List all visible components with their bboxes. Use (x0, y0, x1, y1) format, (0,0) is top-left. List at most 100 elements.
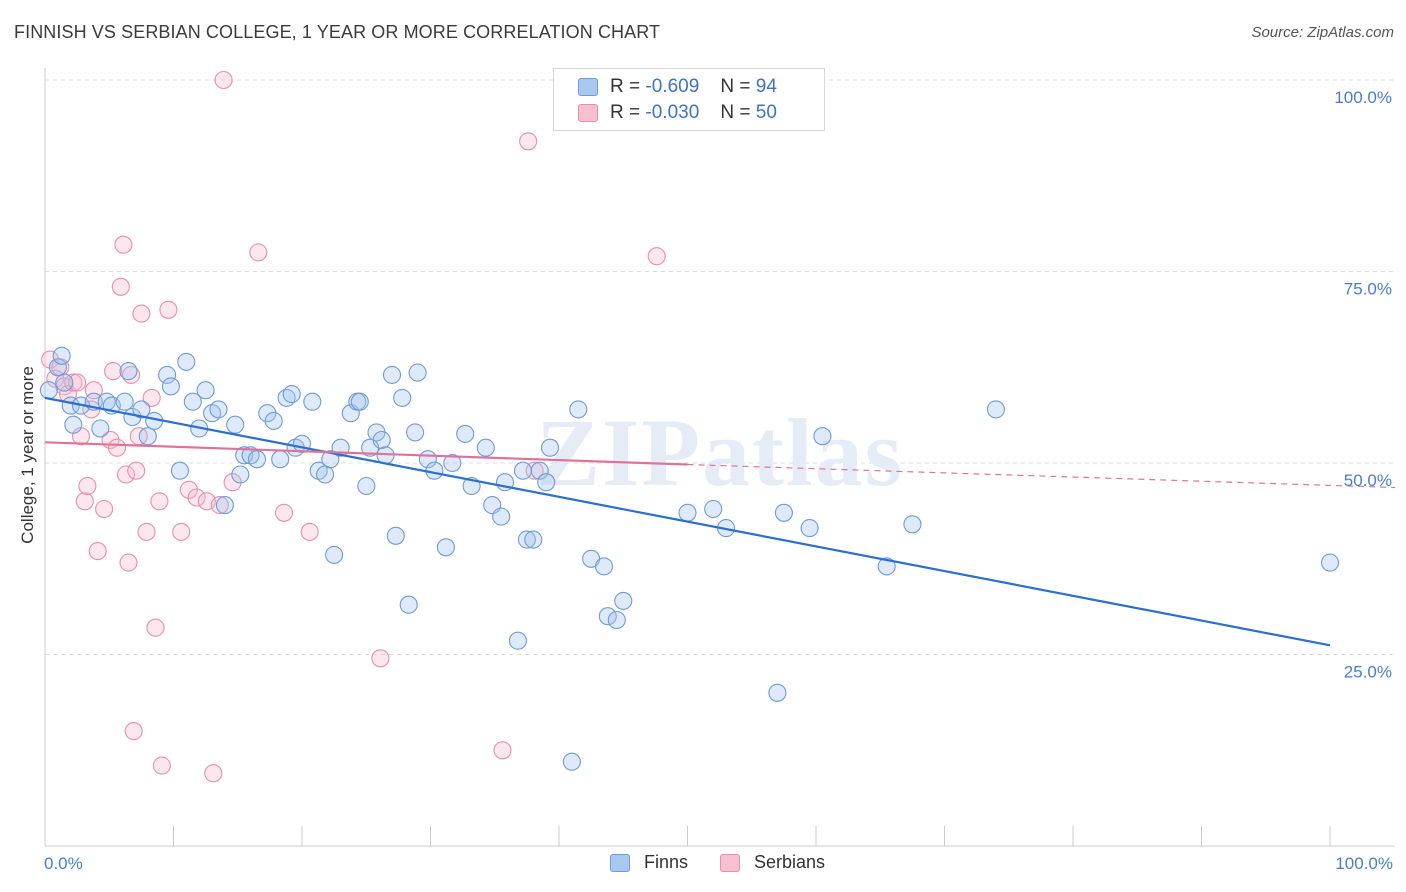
y-tick-label-0: 25.0% (1344, 663, 1392, 682)
finns-point-3 (55, 373, 74, 392)
serbians-point-40 (249, 243, 268, 262)
finns-point-74 (537, 473, 556, 492)
serbians-point-0 (41, 350, 60, 369)
finns-point-8 (91, 419, 110, 438)
finns-point-69 (508, 631, 527, 650)
serbians-point-47 (647, 247, 666, 266)
serbians-point-31 (159, 300, 178, 319)
finns-point-86 (768, 683, 787, 702)
finns-point-79 (594, 557, 614, 576)
serbians-point-41 (274, 503, 294, 522)
serbians-point-26 (137, 522, 156, 541)
legend-item-finns[interactable]: Finns (610, 852, 688, 873)
finns-point-31 (247, 450, 267, 469)
finns-point-39 (303, 392, 322, 411)
trend-lines (44, 396, 1396, 647)
stats-row-serbians: R = -0.030 N = 50 (578, 100, 777, 126)
finns-point-48 (357, 476, 376, 496)
serbians-point-25 (132, 304, 151, 323)
finns-point-51 (372, 430, 391, 450)
serbians-point-45 (519, 132, 538, 151)
serbians-point-15 (104, 362, 123, 381)
finns-point-91 (903, 515, 922, 534)
serbians-point-29 (150, 492, 169, 511)
finns-point-56 (399, 595, 418, 614)
tick-labels: 25.0% 50.0% 75.0% 100.0% 0.0% 100.0% (44, 88, 1393, 873)
finns-point-92 (986, 400, 1005, 419)
finns-point-75 (540, 438, 560, 457)
finns-point-27 (226, 415, 245, 434)
serbians-point-27 (142, 388, 161, 407)
serbians-trend-line (44, 441, 688, 466)
finns-point-41 (316, 465, 335, 484)
serbians-n-label: N = (720, 102, 751, 123)
finns-point-88 (800, 519, 819, 538)
serbians-r-label: R = (610, 102, 641, 123)
finns-point-87 (774, 503, 793, 522)
serbians-n-value: 50 (755, 102, 777, 123)
finns-point-70 (513, 461, 533, 480)
finns-point-83 (678, 503, 697, 522)
finns-point-5 (64, 415, 83, 434)
finns-point-25 (209, 400, 228, 419)
finns-point-77 (569, 400, 588, 419)
finns-point-17 (158, 365, 177, 384)
finns-point-38 (292, 434, 312, 453)
legend-finns-swatch (610, 853, 630, 872)
finns-point-89 (813, 427, 832, 446)
finns-point-19 (170, 461, 189, 480)
finns-point-76 (562, 752, 581, 771)
finns-r-value: -0.609 (645, 76, 700, 97)
finns-point-73 (530, 461, 549, 480)
serbians-point-23 (127, 461, 146, 480)
stats-row-finns: R = -0.609 N = 94 (578, 74, 777, 100)
finns-n-label: N = (720, 76, 751, 97)
finns-point-61 (436, 538, 455, 557)
watermark: ZIPatlas (536, 399, 904, 506)
finns-point-33 (264, 411, 283, 430)
finns-point-62 (443, 453, 462, 473)
serbians-swatch (578, 104, 598, 122)
finns-point-28 (231, 465, 250, 484)
serbians-point-22 (124, 722, 143, 741)
serbians-points (41, 70, 666, 783)
finns-point-71 (517, 530, 536, 549)
serbians-point-42 (300, 522, 319, 541)
serbians-point-8 (75, 492, 94, 511)
finns-point-47 (350, 392, 369, 411)
serbians-point-20 (119, 553, 138, 572)
legend-item-serbians[interactable]: Serbians (720, 852, 825, 873)
finns-point-0 (39, 381, 58, 400)
finns-point-93 (1320, 553, 1340, 572)
serbians-point-19 (116, 465, 136, 484)
serbians-point-28 (146, 618, 165, 637)
finns-point-14 (132, 400, 151, 419)
finns-point-23 (196, 381, 215, 400)
y-tick-label-3: 100.0% (1334, 88, 1392, 107)
legend-finns-label: Finns (644, 852, 689, 872)
chart-title: FINNISH VS SERBIAN COLLEGE, 1 YEAR OR MO… (14, 22, 661, 42)
finns-r-label: R = (610, 76, 641, 97)
finns-point-21 (183, 392, 202, 411)
x-tick-label-0: 0.0% (44, 854, 83, 873)
x-tick-label-1: 100.0% (1335, 854, 1393, 873)
finns-point-57 (406, 423, 425, 442)
finns-point-63 (456, 424, 475, 443)
stats-legend: R = -0.609 N = 94 R = -0.030 N = 50 (553, 68, 825, 131)
finns-point-36 (282, 385, 301, 404)
serbians-point-16 (107, 438, 127, 457)
finns-point-18 (161, 377, 180, 396)
bottom-legend: Finns Serbians (0, 852, 1406, 876)
finns-point-1 (48, 358, 67, 377)
grid-lines (45, 79, 1395, 655)
finns-point-80 (598, 607, 617, 626)
finns-point-54 (386, 526, 405, 545)
finns-point-15 (138, 427, 157, 446)
finns-point-20 (177, 352, 196, 371)
serbians-point-13 (95, 499, 114, 519)
serbians-point-18 (114, 235, 133, 254)
finns-point-82 (614, 591, 633, 610)
serbians-point-17 (111, 277, 130, 296)
serbians-point-36 (204, 764, 223, 783)
